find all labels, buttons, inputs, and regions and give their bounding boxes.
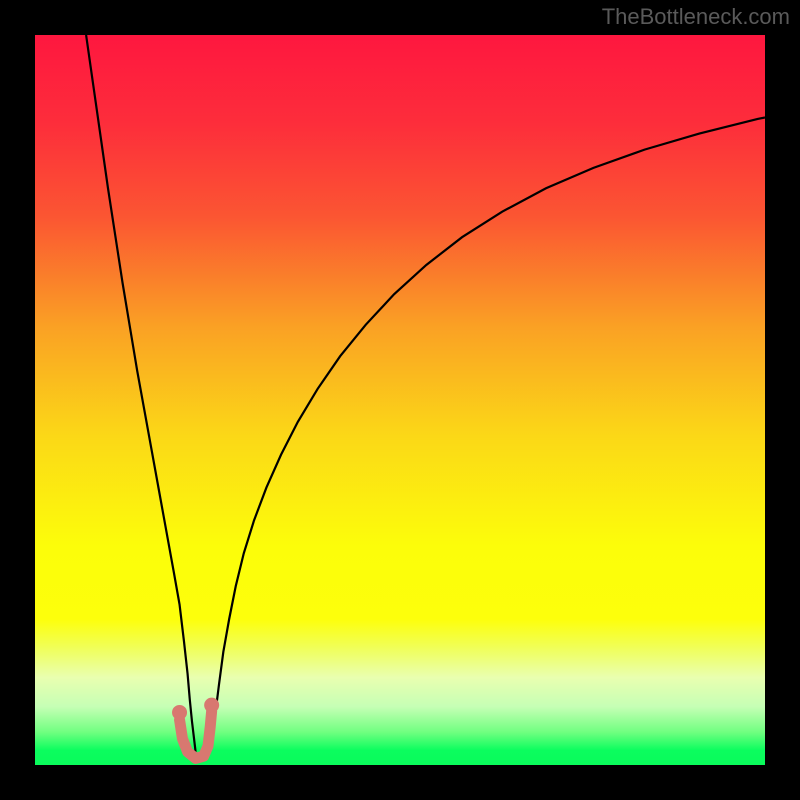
bottleneck-chart — [0, 0, 800, 800]
valley-dot-right — [204, 698, 219, 713]
watermark-text: TheBottleneck.com — [602, 4, 790, 30]
plot-background-gradient — [35, 35, 765, 765]
valley-dot-left — [172, 705, 187, 720]
